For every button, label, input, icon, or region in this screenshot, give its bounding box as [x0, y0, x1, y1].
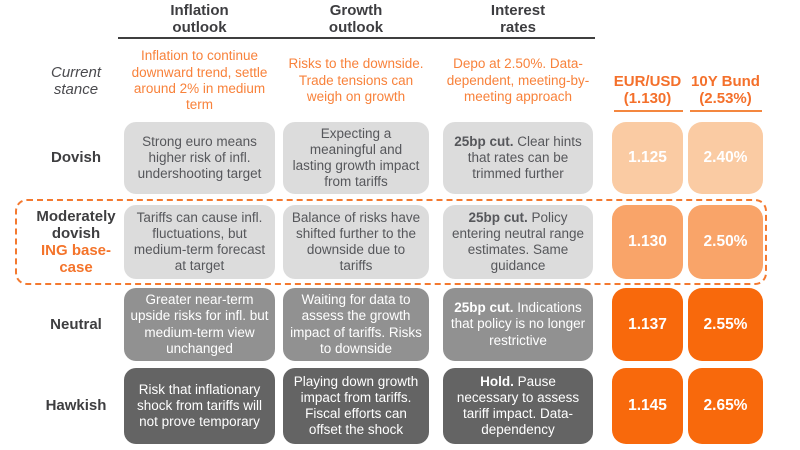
bund-header-underline: [690, 110, 762, 112]
header-line: rates: [500, 19, 536, 36]
stance-growth-text: Risks to the downside. Trade tensions ca…: [288, 56, 424, 105]
rates-cell: 25bp cut. Policy entering neutral range …: [443, 205, 593, 279]
eurusd-header-line: (1.130): [623, 90, 672, 107]
stance-rates-cell: Depo at 2.50%. Data-dependent, meeting-b…: [443, 44, 593, 118]
header-line: Inflation: [170, 1, 229, 19]
header-row: Inflation outlook Growth outlook Interest r…: [0, 2, 800, 36]
bund-cell: 2.40%: [688, 122, 763, 194]
growth-cell: Expecting a meaningful and lasting growt…: [283, 122, 429, 194]
row-label: Moderately dovish: [36, 207, 116, 242]
header-line: Interest: [490, 1, 546, 19]
eurusd-cell: 1.145: [612, 368, 683, 444]
eurusd-cell: 1.137: [612, 288, 683, 361]
eurusd-header: EUR/USD (1.130): [612, 70, 683, 110]
row-label: Dovish: [50, 149, 101, 167]
growth-box: Expecting a meaningful and lasting growt…: [283, 122, 429, 194]
row-label: Hawkish: [45, 397, 107, 415]
row-neutral: Neutral Greater near-term upside risks f…: [0, 288, 800, 361]
bund-value-box: 2.50%: [688, 205, 763, 279]
row-dovish: Dovish Strong euro means higher risk of …: [0, 122, 800, 194]
stance-growth-cell: Risks to the downside. Trade tensions ca…: [283, 44, 429, 118]
rates-rest-text: Pause necessary to assess tariff impact.…: [456, 373, 580, 438]
bund-cell: 2.65%: [688, 368, 763, 444]
header-interest-rates: Interest rates: [443, 2, 593, 36]
growth-cell: Playing down growth impact from tariffs.…: [283, 368, 429, 444]
rates-cell: 25bp cut. Indications that policy is no …: [443, 288, 593, 361]
eurusd-header-line: EUR/USD: [613, 72, 682, 90]
inflation-cell: Tariffs can cause infl. fluctuations, bu…: [124, 205, 275, 279]
rates-box: Hold. Pause necessary to assess tariff i…: [443, 368, 593, 444]
row-hawkish: Hawkish Risk that inflationary shock fro…: [0, 368, 800, 444]
stance-rates-text: Depo at 2.50%. Data-dependent, meeting-b…: [446, 56, 590, 105]
rates-bold-text: 25bp cut.: [454, 133, 514, 149]
bund-cell: 2.50%: [688, 205, 763, 279]
eurusd-value-box: 1.130: [612, 205, 683, 279]
eurusd-value-box: 1.145: [612, 368, 683, 444]
rates-bold-text: 25bp cut.: [468, 209, 528, 225]
header-line: outlook: [328, 19, 384, 36]
growth-cell: Balance of risks have shifted further to…: [283, 205, 429, 279]
rates-box: 25bp cut. Policy entering neutral range …: [443, 205, 593, 279]
rates-box: 25bp cut. Clear hints that rates can be …: [443, 122, 593, 194]
eurusd-header-underline: [614, 110, 683, 112]
inflation-cell: Strong euro means higher risk of infl. u…: [124, 122, 275, 194]
rates-bold-text: 25bp cut.: [454, 300, 514, 316]
eurusd-cell: 1.125: [612, 122, 683, 194]
eurusd-cell: 1.130: [612, 205, 683, 279]
rates-bold-text: Hold.: [480, 373, 514, 389]
growth-cell: Waiting for data to assess the growth im…: [283, 288, 429, 361]
row-moderately-dovish: Moderately dovish ING base-case Tariffs …: [0, 205, 800, 279]
header-inflation-outlook: Inflation outlook: [124, 2, 275, 36]
inflation-box: Greater near-term upside risks for infl.…: [124, 288, 275, 361]
rates-rest-text: Policy entering neutral range estimates.…: [451, 209, 585, 274]
bund-value-box: 2.40%: [688, 122, 763, 194]
row-label-cell: Neutral: [10, 288, 142, 361]
base-case-dashed-frame: [15, 199, 767, 285]
inflation-box: Strong euro means higher risk of infl. u…: [124, 122, 275, 194]
inflation-box: Tariffs can cause infl. fluctuations, bu…: [124, 205, 275, 279]
bund-header-line: 10Y Bund: [691, 72, 760, 90]
rates-cell: 25bp cut. Clear hints that rates can be …: [443, 122, 593, 194]
inflation-cell: Greater near-term upside risks for infl.…: [124, 288, 275, 361]
header-line: Growth: [329, 1, 383, 19]
rates-rest-text: Indications that policy is no longer res…: [450, 300, 586, 348]
eurusd-value-box: 1.137: [612, 288, 683, 361]
growth-box: Playing down growth impact from tariffs.…: [283, 368, 429, 444]
eurusd-value-box: 1.125: [612, 122, 683, 194]
header-underline: [118, 37, 595, 39]
bund-cell: 2.55%: [688, 288, 763, 361]
inflation-box: Risk that inflationary shock from tariff…: [124, 368, 275, 444]
rates-rest-text: Clear hints that rates can be trimmed fu…: [467, 133, 582, 182]
current-stance-row: Current stance Inflation to continue dow…: [0, 44, 800, 118]
stance-inflation-text: Inflation to continue downward trend, se…: [131, 48, 268, 113]
row-label-cell: Hawkish: [10, 368, 142, 444]
row-sublabel-ing-base-case: ING base-case: [40, 242, 112, 277]
current-stance-label-cell: Current stance: [10, 44, 142, 118]
row-label: Neutral: [50, 315, 102, 333]
growth-box: Balance of risks have shifted further to…: [283, 205, 429, 279]
row-label-cell: Moderately dovish ING base-case: [10, 205, 142, 279]
rates-cell: Hold. Pause necessary to assess tariff i…: [443, 368, 593, 444]
bund-value-box: 2.55%: [688, 288, 763, 361]
header-growth-outlook: Growth outlook: [283, 2, 429, 36]
current-stance-label: Current stance: [50, 63, 102, 98]
bund-header-line: (2.53%): [699, 90, 752, 107]
stance-inflation-cell: Inflation to continue downward trend, se…: [124, 44, 275, 118]
bund-value-box: 2.65%: [688, 368, 763, 444]
rates-box: 25bp cut. Indications that policy is no …: [443, 288, 593, 361]
header-line: outlook: [172, 19, 227, 36]
row-label-cell: Dovish: [10, 122, 142, 194]
inflation-cell: Risk that inflationary shock from tariff…: [124, 368, 275, 444]
growth-box: Waiting for data to assess the growth im…: [283, 288, 429, 361]
bund-header: 10Y Bund (2.53%): [688, 70, 763, 110]
